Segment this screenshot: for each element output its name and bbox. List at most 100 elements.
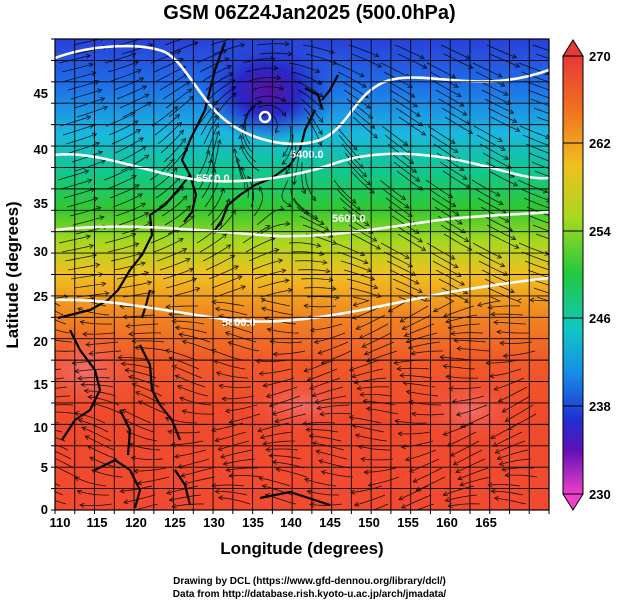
streamline-arrowhead (258, 371, 264, 377)
streamline-arrowhead (260, 297, 266, 303)
streamline-arrowhead (131, 382, 137, 388)
streamline (500, 341, 533, 344)
streamline-arrowhead (98, 272, 104, 278)
streamline-arrowhead (120, 361, 126, 367)
streamline-arrowhead (265, 225, 271, 230)
streamline-arrowhead (261, 306, 267, 312)
streamline (348, 224, 377, 242)
streamline-arrowhead (549, 206, 554, 210)
streamline (160, 130, 184, 154)
streamline (119, 281, 152, 289)
streamline (491, 490, 524, 496)
streamline-arrowhead (89, 456, 95, 462)
streamline (182, 340, 214, 352)
streamline (444, 116, 473, 134)
streamline (350, 485, 383, 493)
x-tick-label: 115 (87, 515, 108, 530)
streamline (248, 77, 281, 82)
streamline (431, 197, 460, 216)
streamline-arrowhead (559, 51, 563, 55)
streamline-arrowhead (372, 236, 378, 242)
streamline-arrowhead (262, 382, 268, 388)
streamline (459, 476, 492, 486)
streamline (502, 395, 531, 413)
streamline-arrowhead (96, 206, 102, 211)
streamline-arrowhead (87, 178, 93, 184)
contour-label-5800: 5800.0 (222, 317, 256, 329)
streamline (521, 71, 549, 83)
streamline-arrowhead (363, 469, 369, 475)
streamline (167, 42, 198, 55)
streamline-arrowhead (352, 145, 358, 151)
streamline-arrowhead (376, 293, 382, 298)
streamline (386, 80, 415, 98)
streamline-arrowhead (181, 339, 188, 345)
streamline-arrowhead (485, 360, 491, 366)
streamline (166, 485, 199, 494)
streamline (85, 435, 115, 451)
streamline-arrowhead (320, 470, 327, 475)
streamline (532, 224, 549, 232)
streamline (429, 251, 459, 268)
streamline-arrowhead (399, 317, 405, 323)
streamline-arrowhead (453, 83, 459, 88)
streamline-arrowhead (261, 484, 267, 489)
streamline (452, 395, 485, 402)
streamline-arrowhead (405, 338, 411, 344)
streamline-arrowhead (462, 110, 468, 116)
streamline (55, 465, 78, 478)
streamline (477, 197, 507, 214)
streamline (443, 305, 475, 317)
streamline (359, 323, 389, 339)
streamline-arrowhead (44, 410, 48, 414)
streamline (110, 69, 142, 82)
streamline (55, 386, 68, 389)
streamline (274, 413, 307, 423)
streamline-arrowhead (195, 287, 201, 292)
streamline (338, 134, 361, 160)
streamline-arrowhead (309, 327, 315, 333)
streamline-arrowhead (394, 418, 400, 425)
streamline (256, 43, 289, 46)
streamline-arrowhead (81, 426, 87, 432)
streamline (352, 425, 385, 433)
streamline (245, 237, 275, 253)
streamline (181, 467, 213, 477)
streamline (318, 341, 349, 354)
streamline (524, 260, 549, 271)
streamline-arrowhead (88, 350, 94, 356)
streamline-arrowhead (135, 129, 142, 134)
streamline (481, 269, 512, 285)
streamline (222, 395, 255, 400)
streamline (210, 39, 232, 46)
streamline-arrowhead (257, 100, 263, 106)
streamline (273, 350, 306, 355)
streamline-arrowhead (412, 477, 418, 483)
streamline (63, 188, 95, 199)
streamline (87, 445, 118, 460)
streamline-arrowhead (286, 202, 292, 208)
streamline-arrowhead (278, 85, 285, 91)
streamline (533, 287, 549, 294)
streamline-arrowhead (79, 502, 85, 509)
streamline-arrowhead (284, 41, 290, 47)
streamline (337, 251, 369, 264)
streamline-arrowhead (181, 248, 188, 253)
streamline-arrowhead (140, 261, 147, 267)
streamline-arrowhead (214, 306, 221, 312)
streamline-arrowhead (277, 258, 284, 264)
streamline (502, 467, 535, 471)
streamline-arrowhead (127, 374, 134, 380)
streamline-arrowhead (410, 92, 416, 98)
streamline (165, 88, 193, 109)
streamline (488, 484, 521, 487)
streamline-arrowhead (265, 393, 272, 399)
streamline (528, 152, 549, 162)
streamline-arrowhead (355, 325, 361, 330)
streamline-arrowhead (365, 180, 371, 186)
x-tick-label: 125 (164, 515, 186, 530)
streamline-arrowhead (545, 134, 549, 140)
streamline (520, 188, 549, 201)
streamline (306, 296, 339, 299)
streamline-arrowhead (228, 473, 234, 479)
